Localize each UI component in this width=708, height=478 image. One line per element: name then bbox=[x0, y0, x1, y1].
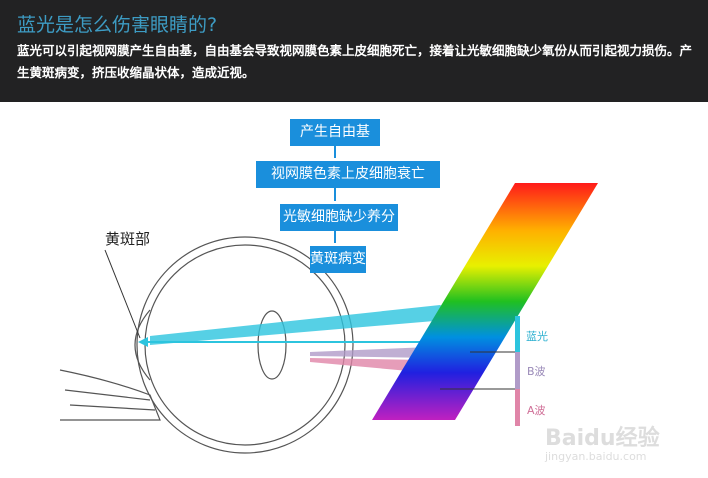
a-wave-label: A波 bbox=[527, 404, 546, 417]
watermark-url: jingyan.baidu.com bbox=[545, 450, 647, 463]
b-wave-beam bbox=[310, 347, 432, 358]
flow-step-4: 黄斑病变 bbox=[310, 246, 366, 273]
scale-b bbox=[515, 352, 520, 389]
flow-step-2: 视网膜色素上皮细胞衰亡 bbox=[256, 161, 440, 188]
watermark-logo: Baidu经验 bbox=[545, 426, 660, 451]
a-wave-beam bbox=[310, 358, 425, 372]
arrow-head-icon bbox=[138, 337, 148, 347]
flow-step-1: 产生自由基 bbox=[290, 119, 380, 146]
macula-label: 黄斑部 bbox=[105, 230, 151, 248]
rainbow-spectrum bbox=[372, 183, 598, 420]
b-wave-label: B波 bbox=[527, 365, 546, 378]
scale-blue bbox=[515, 316, 520, 352]
description: 蓝光可以引起视网膜产生自由基，自由基会导致视网膜色素上皮细胞死亡，接着让光敏细胞… bbox=[17, 43, 693, 80]
page-title: 蓝光是怎么伤害眼睛的? bbox=[17, 14, 218, 36]
scale-a bbox=[515, 389, 520, 426]
blue-light-label: 蓝光 bbox=[526, 330, 548, 343]
blue-light-beam bbox=[150, 305, 470, 345]
header: 蓝光是怎么伤害眼睛的? 蓝光可以引起视网膜产生自由基，自由基会导致视网膜色素上皮… bbox=[0, 0, 708, 102]
flow-step-3: 光敏细胞缺少养分 bbox=[280, 204, 398, 231]
